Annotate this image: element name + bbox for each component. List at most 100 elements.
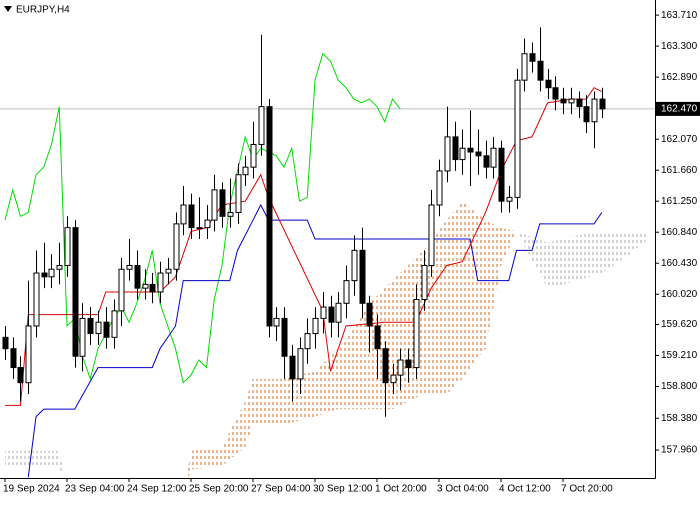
candle-body — [576, 98, 583, 108]
last-price-box — [655, 101, 700, 116]
x-tick-label: 3 Oct 04:00 — [437, 484, 489, 495]
candle-body — [467, 147, 474, 153]
candle-body — [421, 264, 428, 301]
candle-body — [10, 348, 17, 369]
x-tick-label: 7 Oct 20:00 — [561, 484, 613, 495]
candle-body — [304, 333, 311, 350]
candle-body — [266, 106, 273, 327]
x-tick-label: 30 Sep 12:00 — [313, 484, 373, 495]
candle-body — [312, 317, 319, 335]
candle-body — [281, 317, 288, 357]
candle-body — [118, 268, 125, 312]
candle-body — [599, 98, 606, 110]
candle-body — [568, 98, 575, 104]
x-tick-label: 19 Sep 2024 — [3, 484, 60, 495]
candle-body — [2, 336, 9, 350]
cloud-segment — [516, 231, 548, 289]
candle-body — [250, 143, 257, 168]
cloud-segment — [601, 231, 626, 274]
candle-body — [382, 348, 389, 384]
x-tick-label: 1 Oct 20:00 — [375, 484, 427, 495]
cloud-segment — [485, 220, 502, 349]
candle-body — [33, 272, 40, 327]
candle-body — [320, 306, 327, 319]
candle-body — [111, 310, 118, 338]
y-tick-label: 158.800 — [661, 381, 698, 392]
candle-body — [390, 374, 397, 384]
candle-body — [173, 223, 180, 270]
candle-body — [149, 283, 156, 293]
x-tick-label: 23 Sep 04:00 — [65, 484, 125, 495]
candle-body — [436, 170, 443, 206]
cloud-segment — [186, 450, 192, 478]
kijun-line — [27, 203, 603, 478]
cloud-segment — [625, 231, 649, 258]
candle-body — [258, 106, 265, 145]
y-tick-label: 162.070 — [661, 134, 698, 145]
y-tick-label: 161.660 — [661, 165, 698, 176]
symbol-title: EURJPY,H4 — [16, 5, 70, 16]
candle-body — [64, 227, 71, 266]
candle-body — [328, 306, 335, 323]
x-tick-label: 24 Sep 12:00 — [127, 484, 187, 495]
candle-body — [180, 204, 187, 225]
candle-body — [289, 355, 296, 380]
y-tick-label: 160.020 — [661, 289, 698, 300]
y-tick-label: 163.300 — [661, 41, 698, 52]
candle-body — [188, 204, 195, 229]
candle-body — [196, 227, 203, 230]
candle-body — [165, 268, 172, 274]
candle-body — [41, 272, 48, 278]
candle-body — [506, 196, 513, 202]
y-tick-label: 162.890 — [661, 72, 698, 83]
candle-body — [25, 325, 32, 384]
candle-body — [545, 79, 552, 89]
y-tick-label: 159.210 — [661, 350, 698, 361]
cloud-segment — [547, 235, 579, 289]
y-tick-label: 161.250 — [661, 196, 698, 207]
candle-body — [475, 151, 482, 157]
y-tick-label: 160.840 — [661, 227, 698, 238]
candle-body — [95, 321, 102, 335]
cloud-segment — [245, 378, 254, 447]
cloud-segment — [222, 401, 246, 466]
cloud-segment — [284, 371, 316, 425]
cloud-segment — [578, 231, 602, 281]
candle-body — [359, 249, 366, 304]
y-tick-label: 160.430 — [661, 258, 698, 269]
candle-body — [335, 302, 342, 323]
candle-body — [219, 189, 226, 217]
candle-body — [242, 166, 249, 176]
candle-body — [126, 264, 133, 270]
cloud-segment — [501, 227, 517, 266]
candle-body — [514, 79, 521, 198]
candle-body — [583, 106, 590, 123]
cloud-segment — [462, 201, 486, 379]
cloud-segment — [369, 280, 393, 410]
y-tick-label: 163.710 — [661, 10, 698, 21]
candle-body — [459, 147, 466, 161]
candle-body — [142, 283, 149, 289]
candle-body — [103, 321, 110, 338]
candle-body — [413, 299, 420, 369]
candle-body — [134, 264, 141, 289]
candle-body — [343, 280, 350, 304]
cloud-segment — [191, 446, 223, 470]
y-tick-label: 157.960 — [661, 445, 698, 456]
x-tick-label: 4 Oct 12:00 — [499, 484, 551, 495]
candle-body — [297, 348, 304, 380]
candle-body — [351, 249, 358, 282]
candle-body — [560, 98, 567, 104]
symbol-icon — [4, 6, 12, 12]
y-tick-label: 159.620 — [661, 319, 698, 330]
candle-body — [17, 367, 24, 384]
candle-body — [56, 264, 63, 270]
candle-body — [444, 136, 451, 172]
cloud-segment — [253, 378, 285, 425]
cloud-segment — [446, 201, 463, 395]
cloud-segment — [59, 450, 65, 478]
x-tick-label: 27 Sep 04:00 — [251, 484, 311, 495]
candle-body — [529, 53, 536, 62]
y-tick-label: 158.380 — [661, 413, 698, 424]
